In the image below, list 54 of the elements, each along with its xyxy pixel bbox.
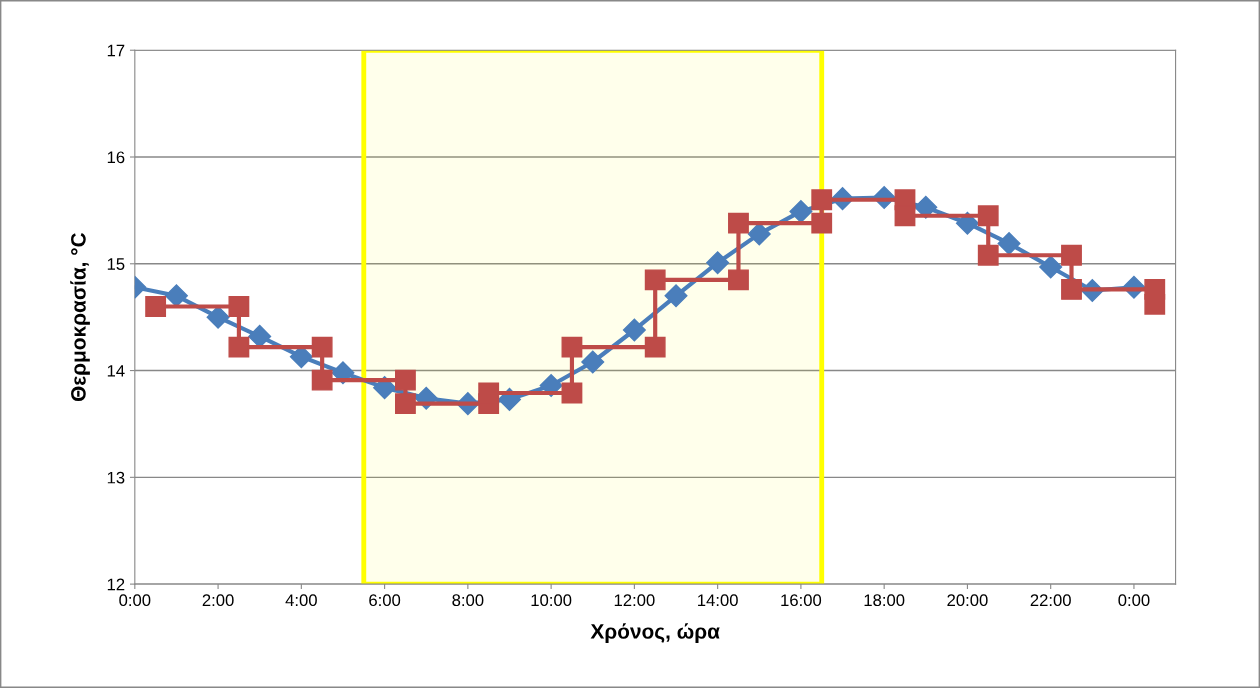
point [728,212,749,234]
point [311,336,333,358]
y-tick-label: 17 [107,44,125,57]
point [248,324,272,348]
x-tick-label: 18:00 [864,594,905,607]
point [747,222,771,246]
x-tick-label: 0:00 [119,594,151,607]
x-tick-label: 0:00 [1118,594,1150,607]
x-tick-label: 10:00 [531,594,572,607]
y-tick-label: 12 [107,578,125,591]
point [811,189,833,211]
point [395,369,416,391]
point [561,336,583,358]
point [728,269,749,291]
point [622,318,646,342]
y-tick-label: 16 [107,151,125,164]
x-tick-label: 20:00 [947,594,988,607]
point [1144,293,1166,315]
y-axis-title: Θερμοκρασία, °C [70,232,90,402]
point [644,269,666,291]
y-tick-label: 14 [107,365,125,377]
point [644,336,666,358]
point [228,336,250,358]
y-tick-label: 15 [107,258,125,270]
point [539,374,563,398]
x-tick-label: 6:00 [369,594,401,607]
x-tick-label: 14:00 [698,594,738,607]
point [561,382,583,404]
x-tick-label: 2:00 [202,594,234,607]
point [145,296,167,317]
point [311,369,333,391]
point [1061,278,1082,300]
x-tick-label: 4:00 [285,594,317,607]
point [977,244,999,266]
x-axis-title: Χρόνος, ώρα [590,623,720,643]
point [1061,244,1082,266]
point [228,296,250,317]
point [1039,255,1063,279]
x-tick-label: 12:00 [614,594,655,607]
point [664,284,688,308]
point [478,382,500,404]
point [811,212,833,234]
point [789,199,813,223]
point [706,251,730,275]
point [977,205,999,227]
point [894,205,916,227]
point [581,350,605,374]
x-tick-label: 16:00 [781,594,822,607]
point [914,195,938,219]
y-tick-label: 13 [107,471,125,484]
point [997,231,1021,255]
x-tick-label: 8:00 [452,594,484,607]
x-tick-label: 22:00 [1030,594,1071,607]
point [395,393,416,415]
